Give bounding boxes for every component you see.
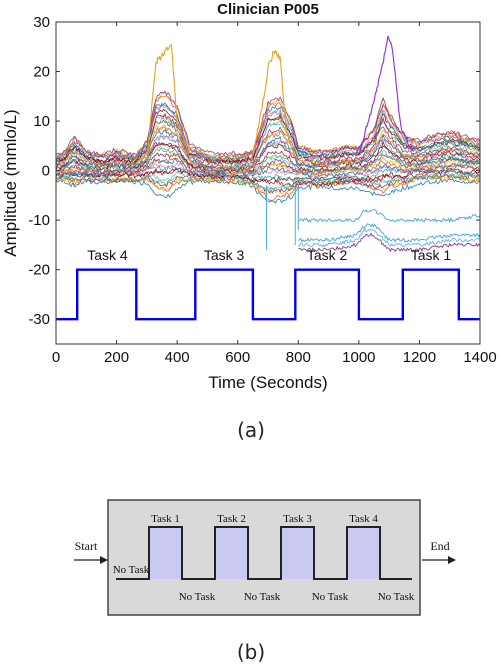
peak-trace <box>146 44 190 161</box>
task-label: Task 2 <box>217 513 246 525</box>
task-block-layer: Task 4 Task 3 Task 2 Task 1 <box>56 247 480 321</box>
task-block-line <box>56 268 480 321</box>
x-tick-label: 0 <box>52 349 60 366</box>
low-trace <box>297 227 480 248</box>
low-trace <box>298 232 480 253</box>
plot-frame <box>55 21 481 345</box>
no-task-label: No Task <box>179 591 216 603</box>
start-label: Start <box>75 539 98 553</box>
x-tick-label: 1400 <box>463 349 496 366</box>
no-task-label: No Task <box>378 591 415 603</box>
channel-trace <box>56 152 480 176</box>
task-block-3 <box>281 527 314 579</box>
task-block-4 <box>347 527 380 579</box>
peak-trace <box>358 35 414 154</box>
low-trace <box>298 222 480 243</box>
start-arrow-head <box>100 556 108 564</box>
channel-trace <box>56 178 480 204</box>
x-tick-label: 600 <box>225 349 250 366</box>
no-task-label: No Task <box>113 564 150 576</box>
task-protocol-diagram: Start End Task 1 Task 2 Task 3 Task 4 No Tas… <box>74 499 456 616</box>
task-annotation: Task 4 <box>87 247 128 263</box>
y-tick-label: -10 <box>28 212 50 229</box>
y-axis-ticks: -30 -20 -10 0 10 20 30 <box>28 14 480 328</box>
x-tick-label: 800 <box>286 349 311 366</box>
x-tick-label: 200 <box>104 349 129 366</box>
channel-trace <box>56 134 480 172</box>
no-task-label: No Task <box>312 591 349 603</box>
chart-panel-a: Clinician P005 Task 4 Task 3 Task 2 Task 1 … <box>1 1 497 392</box>
x-tick-label: 1000 <box>342 349 375 366</box>
y-tick-label: 0 <box>42 163 50 180</box>
y-tick-label: 30 <box>33 14 50 31</box>
y-tick-label: 10 <box>33 113 50 130</box>
x-tick-label: 1200 <box>403 349 436 366</box>
channel-trace <box>56 173 480 191</box>
y-tick-label: -30 <box>28 311 50 328</box>
y-tick-label: 20 <box>33 64 50 81</box>
low-trace <box>297 209 480 224</box>
caption-b: (b) <box>236 640 266 664</box>
y-tick-label: -20 <box>28 262 50 279</box>
y-axis-label: Amplitude (mmlo/L) <box>1 109 20 256</box>
task-label: Task 4 <box>349 513 378 525</box>
x-tick-label: 400 <box>165 349 190 366</box>
task-annotation: Task 2 <box>307 247 348 263</box>
task-annotation: Task 1 <box>411 247 452 263</box>
peak-trace <box>252 49 296 157</box>
x-axis-label: Time (Seconds) <box>208 373 327 392</box>
task-block-1 <box>149 527 182 579</box>
task-annotation: Task 3 <box>204 247 245 263</box>
chart-title: Clinician P005 <box>217 1 319 18</box>
protocol-waveform <box>116 526 412 580</box>
no-task-label: No Task <box>244 591 281 603</box>
channel-trace <box>56 112 480 165</box>
channel-traces <box>56 35 480 253</box>
task-block-2 <box>215 527 248 579</box>
end-arrow-head <box>448 556 456 564</box>
task-label: Task 1 <box>151 513 180 525</box>
caption-a: (a) <box>237 418 265 442</box>
channel-trace <box>56 90 480 158</box>
channel-trace <box>56 141 480 174</box>
x-axis-ticks: 0 200 400 600 800 1000 1200 1400 <box>52 22 497 366</box>
end-label: End <box>430 539 449 553</box>
task-label: Task 3 <box>283 513 312 525</box>
